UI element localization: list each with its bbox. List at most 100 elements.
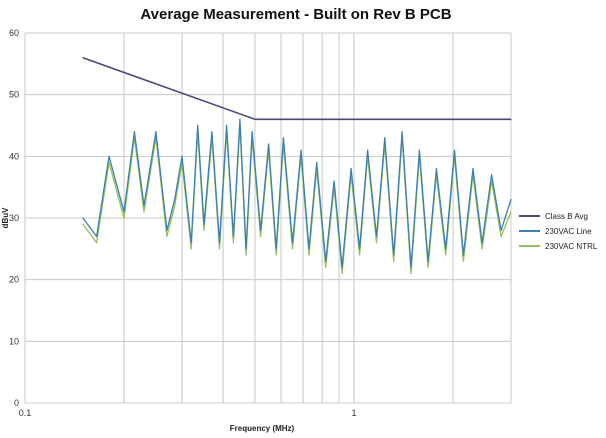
data-point — [418, 149, 420, 151]
data-point — [82, 223, 84, 225]
x-tick-label: 0.1 — [19, 408, 32, 418]
legend: Class B Avg 230VAC Line 230VAC NTRL — [519, 212, 598, 251]
data-point — [174, 205, 176, 207]
data-point — [445, 248, 447, 250]
series-layer — [82, 56, 512, 275]
data-point — [259, 235, 262, 238]
data-point — [143, 205, 145, 207]
data-point — [282, 137, 284, 139]
data-point — [203, 223, 205, 225]
data-point — [166, 229, 168, 231]
y-tick-label: 50 — [9, 90, 19, 100]
y-tick-label: 0 — [14, 398, 19, 408]
data-point — [462, 260, 464, 262]
data-point — [341, 266, 343, 268]
data-point — [203, 229, 205, 231]
data-point — [291, 242, 294, 244]
legend-label: 230VAC Line — [545, 227, 592, 236]
data-point — [174, 198, 176, 201]
data-point — [325, 266, 327, 268]
data-point — [95, 242, 98, 244]
data-point — [275, 254, 277, 256]
data-point — [197, 124, 199, 127]
data-point — [308, 254, 310, 256]
data-point — [500, 229, 502, 231]
data-point — [359, 248, 361, 250]
x-axis-title: Frequency (MHz) — [230, 424, 295, 433]
data-point — [251, 131, 253, 133]
series-line-230vac-line — [82, 118, 512, 268]
data-point — [300, 149, 302, 151]
y-axis-ticks: 0 10 20 30 40 50 60 — [9, 28, 19, 408]
data-point — [232, 242, 235, 244]
data-point — [181, 155, 183, 157]
data-point — [325, 260, 327, 262]
data-point — [453, 149, 456, 151]
data-point — [245, 248, 247, 250]
data-point — [275, 248, 277, 250]
data-point — [510, 211, 512, 213]
data-point — [393, 260, 395, 262]
legend-label: Class B Avg — [545, 212, 588, 221]
data-point — [133, 131, 135, 133]
data-point — [410, 266, 412, 268]
data-point — [375, 235, 378, 238]
chart-title: Average Measurement - Built on Rev B PCB — [140, 6, 451, 23]
data-point — [82, 57, 84, 59]
data-point — [427, 260, 429, 262]
data-point — [427, 266, 429, 268]
data-point — [341, 272, 343, 275]
data-point — [190, 248, 192, 250]
data-point — [245, 254, 247, 256]
data-point — [491, 174, 493, 176]
data-point — [82, 217, 84, 219]
y-tick-label: 30 — [9, 213, 19, 223]
y-tick-label: 40 — [9, 151, 19, 161]
data-point — [510, 198, 512, 201]
data-point — [155, 131, 157, 133]
data-point — [472, 168, 474, 170]
data-point — [211, 131, 213, 133]
data-point — [384, 137, 386, 139]
x-tick-label: 1 — [352, 408, 357, 418]
data-point — [350, 168, 352, 170]
data-point — [218, 248, 221, 250]
data-point — [226, 124, 228, 127]
x-axis-ticks: 0.1 1 — [19, 408, 357, 418]
data-point — [291, 248, 294, 250]
data-point — [481, 248, 483, 250]
data-point — [510, 118, 512, 120]
data-point — [143, 211, 145, 213]
data-point — [393, 254, 395, 256]
data-point — [435, 168, 438, 170]
data-point — [333, 180, 335, 182]
y-axis-title: dBuV — [1, 207, 10, 229]
data-point — [166, 235, 168, 238]
data-point — [500, 235, 502, 238]
data-point — [308, 248, 310, 250]
data-point — [190, 242, 192, 244]
y-tick-label: 10 — [9, 336, 19, 346]
data-point — [410, 272, 412, 275]
data-point — [232, 235, 235, 238]
data-point — [239, 118, 241, 120]
data-point — [401, 131, 403, 133]
data-point — [375, 242, 378, 244]
data-point — [359, 254, 361, 256]
data-point — [316, 161, 318, 164]
y-tick-label: 20 — [9, 275, 19, 285]
data-point — [108, 155, 110, 157]
data-point — [445, 254, 447, 256]
data-point — [367, 149, 369, 151]
data-point — [259, 229, 262, 231]
data-point — [123, 217, 125, 219]
y-tick-label: 60 — [9, 28, 19, 38]
data-point — [123, 211, 125, 213]
data-point — [218, 242, 221, 244]
legend-label: 230VAC NTRL — [545, 242, 598, 251]
data-point — [267, 143, 270, 145]
data-point — [462, 254, 464, 256]
data-point — [254, 118, 256, 120]
